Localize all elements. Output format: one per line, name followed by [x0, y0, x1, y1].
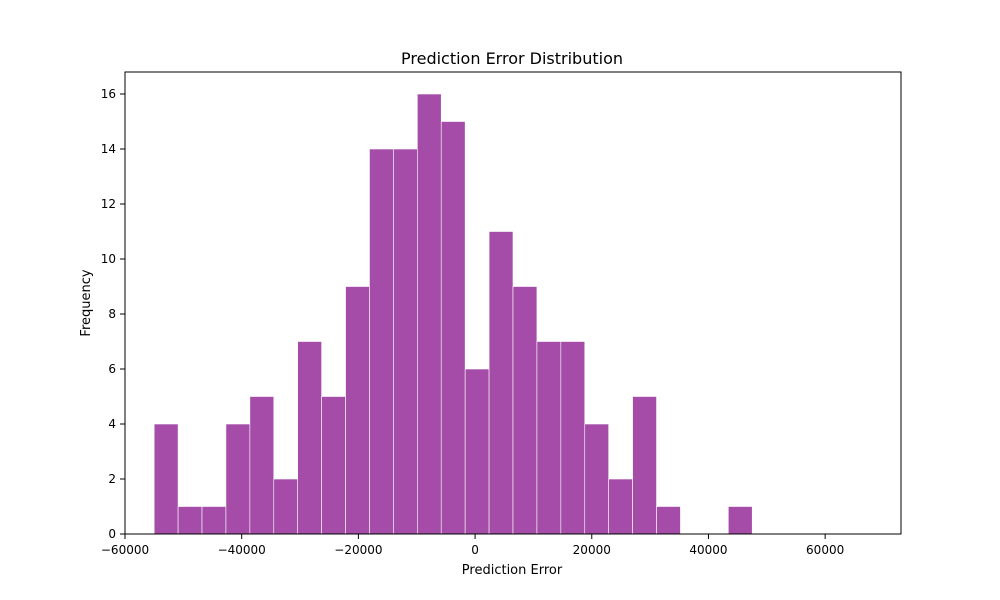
histogram-bar	[273, 478, 299, 535]
y-tick-label: 0	[108, 527, 116, 541]
y-tick-label: 8	[108, 307, 116, 321]
y-tick-label: 2	[108, 472, 116, 486]
x-tick-label: −40000	[218, 543, 266, 557]
histogram-bar	[249, 396, 275, 535]
histogram-bar	[225, 423, 251, 535]
x-tick-label: 60000	[806, 543, 844, 557]
plot-frame	[124, 71, 902, 535]
histogram-bar	[512, 286, 538, 535]
y-axis-label: Frequency	[79, 269, 94, 336]
y-tick-label: 6	[108, 362, 116, 376]
histogram-bar	[727, 506, 753, 535]
histogram-bar	[440, 121, 466, 535]
y-tick-label: 14	[101, 142, 116, 156]
histogram-bar	[321, 396, 346, 535]
histogram-bar	[345, 286, 370, 535]
y-tick-label: 10	[101, 252, 116, 266]
x-tick-label: 20000	[573, 543, 611, 557]
histogram-bar	[393, 148, 418, 535]
x-axis-label: Prediction Error	[462, 563, 563, 578]
histogram-bar	[464, 368, 490, 535]
y-tick-label: 12	[101, 197, 116, 211]
x-tick-label: 0	[471, 543, 479, 557]
histogram-bar	[632, 396, 657, 535]
histogram-bar	[560, 341, 586, 535]
histogram-bar	[201, 506, 227, 535]
histogram-bar	[177, 506, 203, 535]
x-tick-label: −60000	[101, 543, 149, 557]
y-tick-label: 4	[108, 417, 116, 431]
x-tick-label: 40000	[689, 543, 727, 557]
histogram-bar	[153, 423, 179, 535]
histogram-bar	[608, 478, 633, 535]
histogram-bar	[656, 506, 681, 535]
x-axis-ticks: −60000 −40000 −20000 0 20000 40000 60000	[101, 534, 844, 557]
y-tick-label: 16	[101, 87, 116, 101]
chart-title: Prediction Error Distribution	[401, 49, 623, 68]
x-tick-label: −20000	[334, 543, 382, 557]
histogram-bar	[417, 93, 442, 535]
histogram-bar	[297, 341, 322, 535]
histogram-bar	[536, 341, 562, 535]
y-axis-ticks: 0 2 4 6 8 10 12 14 16	[101, 87, 125, 541]
histogram-bar	[369, 148, 394, 535]
histogram-bar	[584, 423, 609, 535]
histogram-bar	[488, 231, 514, 535]
bars-group	[153, 93, 753, 535]
